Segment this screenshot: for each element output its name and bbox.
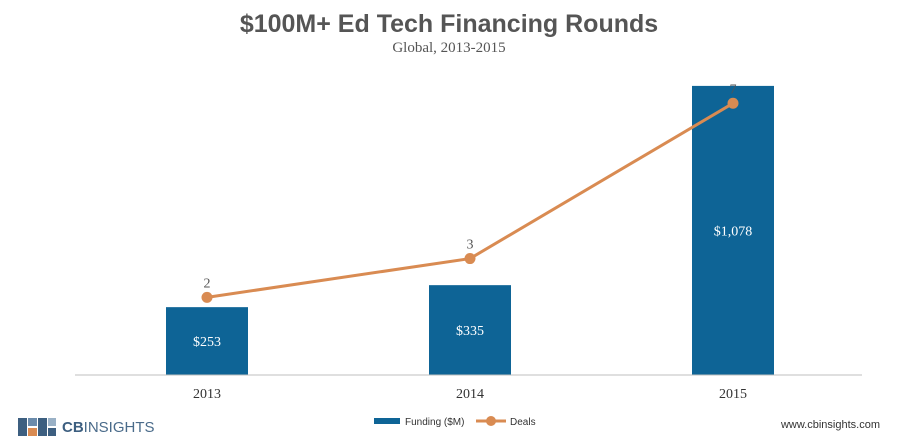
logo-wordmark: CBINSIGHTS xyxy=(62,418,155,436)
bar-value-label: $335 xyxy=(456,324,484,339)
deals-value-label: 2 xyxy=(204,276,211,291)
bar-2013 xyxy=(166,307,248,375)
deals-value-label: 3 xyxy=(467,238,474,253)
bar-value-label: $1,078 xyxy=(714,224,753,239)
legend-funding-swatch xyxy=(374,418,400,424)
deals-line xyxy=(206,101,734,299)
cb-logo-icon xyxy=(18,418,56,436)
legend-deals-label: Deals xyxy=(510,417,536,428)
bar-2015 xyxy=(692,85,774,376)
x-tick-label: 2015 xyxy=(719,387,747,402)
x-tick-label: 2013 xyxy=(193,387,221,402)
bar-2014 xyxy=(429,285,511,375)
x-tick-label: 2014 xyxy=(456,387,484,402)
bar-value-label: $253 xyxy=(193,335,221,350)
legend-deals-marker xyxy=(486,416,496,426)
source-url[interactable]: www.cbinsights.com xyxy=(780,419,880,431)
chart-title: $100M+ Ed Tech Financing Rounds xyxy=(239,10,659,38)
chart-subtitle: Global, 2013-2015 xyxy=(392,40,506,56)
deals-point xyxy=(727,97,739,109)
deals-point xyxy=(464,253,476,265)
cb-insights-logo: CBINSIGHTS xyxy=(18,415,155,439)
deals-value-label: 7 xyxy=(730,82,737,97)
legend-funding-label: Funding ($M) xyxy=(405,417,464,428)
deals-point xyxy=(201,291,213,303)
